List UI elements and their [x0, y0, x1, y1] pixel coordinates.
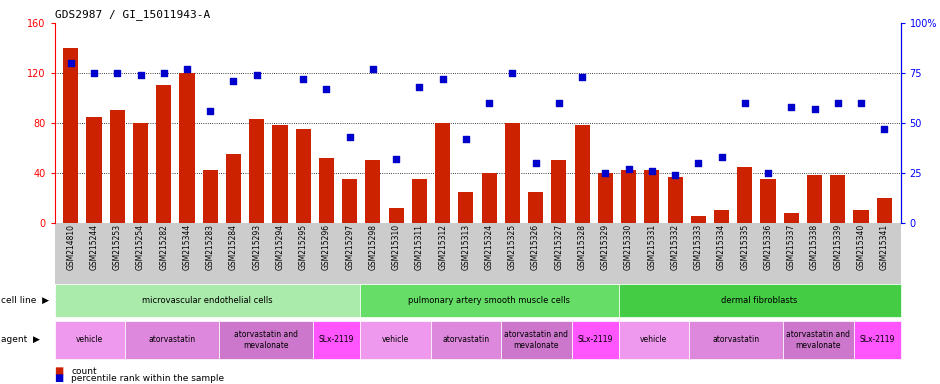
Point — [737, 100, 752, 106]
Bar — [667, 177, 682, 223]
Bar — [552, 161, 567, 223]
Bar — [598, 173, 613, 223]
Text: atorvastatin: atorvastatin — [713, 335, 760, 344]
Text: atorvastatin and
mevalonate: atorvastatin and mevalonate — [504, 330, 569, 350]
Text: pulmonary artery smooth muscle cells: pulmonary artery smooth muscle cells — [408, 296, 571, 305]
Point — [481, 100, 496, 106]
Point — [133, 72, 148, 78]
Point — [854, 100, 869, 106]
Bar — [459, 192, 474, 223]
Text: vehicle: vehicle — [76, 335, 103, 344]
Text: microvascular endothelial cells: microvascular endothelial cells — [142, 296, 273, 305]
Bar — [63, 48, 78, 223]
Point — [714, 154, 729, 160]
Bar — [180, 73, 195, 223]
Text: ■: ■ — [55, 366, 64, 376]
Bar — [388, 208, 403, 223]
Point — [528, 160, 543, 166]
Point — [505, 70, 520, 76]
Bar — [807, 175, 822, 223]
Point — [203, 108, 218, 114]
Text: atorvastatin: atorvastatin — [149, 335, 196, 344]
Bar — [249, 119, 264, 223]
Bar — [621, 170, 636, 223]
Point — [760, 170, 776, 176]
Text: GDS2987 / GI_15011943-A: GDS2987 / GI_15011943-A — [55, 10, 210, 20]
Bar — [133, 123, 149, 223]
Text: atorvastatin: atorvastatin — [442, 335, 490, 344]
Text: SLx-2119: SLx-2119 — [577, 335, 613, 344]
Point — [86, 70, 102, 76]
Bar — [342, 179, 357, 223]
Point — [552, 100, 567, 106]
Point — [319, 86, 334, 92]
Point — [63, 60, 78, 66]
Point — [807, 106, 822, 112]
Bar — [714, 210, 729, 223]
Text: cell line  ▶: cell line ▶ — [1, 296, 49, 305]
Bar — [366, 161, 381, 223]
Bar — [830, 175, 845, 223]
Bar — [203, 170, 218, 223]
Point — [180, 66, 195, 72]
Text: ■: ■ — [55, 373, 64, 383]
Bar — [226, 154, 241, 223]
Point — [435, 76, 450, 82]
Bar — [273, 125, 288, 223]
Bar — [156, 86, 171, 223]
Bar — [110, 111, 125, 223]
Point — [621, 166, 636, 172]
Bar — [737, 167, 752, 223]
Bar — [760, 179, 776, 223]
Text: SLx-2119: SLx-2119 — [859, 335, 895, 344]
Point — [249, 72, 264, 78]
Point — [459, 136, 474, 142]
Bar — [574, 125, 589, 223]
Point — [110, 70, 125, 76]
Point — [366, 66, 381, 72]
Bar — [412, 179, 427, 223]
Point — [784, 104, 799, 110]
Text: atorvastatin and
mevalonate: atorvastatin and mevalonate — [234, 330, 298, 350]
Bar — [784, 213, 799, 223]
Text: vehicle: vehicle — [640, 335, 667, 344]
Bar — [528, 192, 543, 223]
Bar — [877, 198, 892, 223]
Point — [830, 100, 845, 106]
Text: SLx-2119: SLx-2119 — [319, 335, 354, 344]
Text: count: count — [71, 367, 97, 376]
Text: atorvastatin and
mevalonate: atorvastatin and mevalonate — [786, 330, 851, 350]
Point — [644, 168, 659, 174]
Bar — [691, 217, 706, 223]
Point — [388, 156, 403, 162]
Text: vehicle: vehicle — [382, 335, 409, 344]
Point — [574, 74, 589, 80]
Bar — [644, 170, 659, 223]
Bar — [481, 173, 496, 223]
Bar — [435, 123, 450, 223]
Bar — [86, 117, 102, 223]
Bar — [505, 123, 520, 223]
Point — [691, 160, 706, 166]
Text: agent  ▶: agent ▶ — [1, 335, 39, 344]
Bar — [319, 158, 334, 223]
Point — [156, 70, 171, 76]
Point — [667, 172, 682, 178]
Point — [342, 134, 357, 140]
Point — [598, 170, 613, 176]
Text: percentile rank within the sample: percentile rank within the sample — [71, 374, 225, 383]
Text: dermal fibroblasts: dermal fibroblasts — [721, 296, 798, 305]
Point — [296, 76, 311, 82]
Bar — [854, 210, 869, 223]
Point — [877, 126, 892, 132]
Bar — [296, 129, 311, 223]
Point — [226, 78, 241, 84]
Point — [412, 84, 427, 90]
